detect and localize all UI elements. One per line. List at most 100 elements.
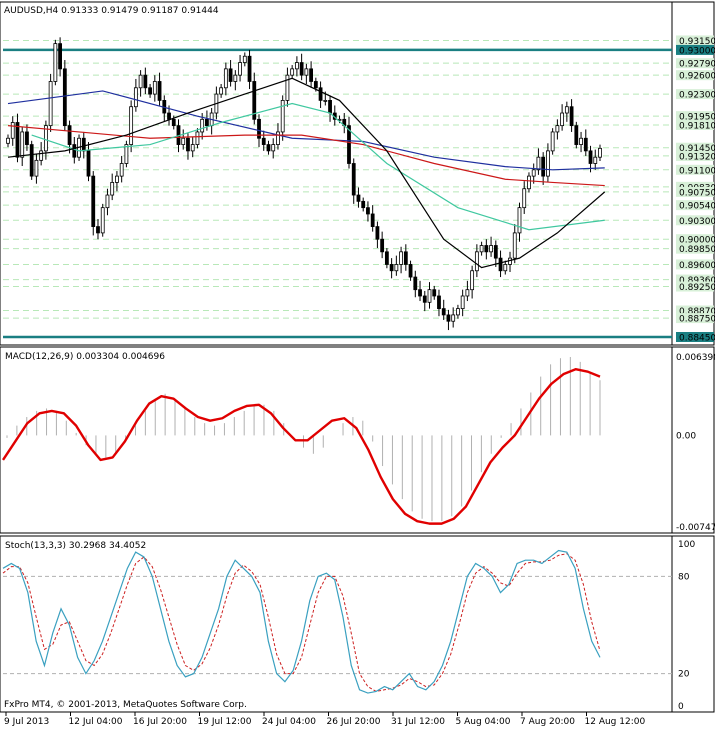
candle-up	[133, 87, 138, 108]
candle-up	[560, 112, 565, 127]
price-label-bg	[676, 305, 714, 316]
candle-up	[451, 314, 456, 322]
stoch-frame	[0, 535, 715, 713]
candle-up	[285, 74, 290, 101]
candle-up	[48, 81, 53, 127]
price-label-bg	[676, 332, 714, 342]
candle-down	[356, 194, 361, 202]
candle-down	[205, 118, 209, 127]
candle	[522, 181, 527, 214]
candle	[129, 100, 134, 153]
candle-down	[422, 295, 427, 303]
macd-label: 0.00	[676, 431, 696, 441]
candle-down	[72, 144, 77, 158]
time-label: 7 Aug 20:00	[520, 717, 575, 727]
candle-down	[361, 200, 366, 209]
candle-up	[474, 251, 479, 272]
price-label: 0.89250	[679, 283, 715, 293]
price-label-bg	[676, 259, 714, 270]
candle-up	[124, 144, 129, 164]
price-label: 0.91320	[679, 152, 715, 162]
candle	[96, 219, 100, 240]
candle-down	[569, 106, 574, 127]
candle	[48, 73, 53, 132]
candle	[138, 70, 143, 97]
candle	[489, 236, 493, 257]
candle	[148, 83, 152, 98]
candle	[261, 130, 266, 151]
candle-down	[91, 175, 96, 227]
candle	[456, 304, 460, 319]
moving-average-line	[7, 90, 605, 171]
candle-up	[238, 62, 242, 76]
moving-average-line	[7, 77, 606, 269]
time-axis: 9 Jul 2013 12 Jul 04:00 16 Jul 20:00 19 Jul…	[4, 712, 645, 727]
candle	[91, 171, 96, 236]
candle-down	[247, 55, 252, 82]
candle	[266, 140, 271, 155]
candle	[115, 171, 119, 192]
candle-up	[465, 289, 470, 297]
candle	[465, 280, 470, 302]
candle	[432, 285, 437, 300]
macd-signal-line	[1, 368, 601, 525]
candle	[375, 221, 380, 249]
candle-up	[427, 289, 432, 303]
candle-up	[6, 137, 10, 144]
candle	[356, 187, 361, 208]
candle-down	[318, 87, 323, 101]
candle	[564, 101, 569, 122]
candle-up	[531, 169, 536, 177]
price-label-bg	[676, 200, 714, 211]
candle-up	[527, 175, 531, 190]
candle	[546, 143, 550, 183]
candle	[384, 248, 389, 269]
price-label-bg	[676, 234, 714, 245]
candle	[441, 299, 446, 320]
candle-up	[460, 295, 465, 310]
price-label-bg	[676, 111, 714, 122]
candle	[361, 197, 366, 212]
candle	[422, 290, 427, 312]
candle	[470, 265, 475, 299]
candle-down	[432, 289, 437, 297]
price-label-bg	[676, 89, 714, 100]
candle-down	[370, 213, 375, 227]
candle-up	[43, 125, 48, 152]
candle-up	[323, 100, 328, 102]
candle-down	[441, 308, 446, 316]
candle	[29, 140, 34, 180]
candle-down	[313, 81, 318, 89]
candle-up	[181, 137, 186, 145]
price-label-bg	[676, 243, 714, 254]
macd-label: 0.006398	[676, 353, 715, 363]
candle	[579, 131, 583, 153]
candle-down	[389, 264, 394, 272]
candle	[503, 260, 508, 275]
candle	[484, 239, 489, 260]
candle-up	[470, 270, 475, 291]
candle-down	[408, 264, 413, 278]
candle-down	[583, 137, 588, 152]
candle-up	[200, 118, 205, 133]
candle-down	[574, 125, 579, 145]
candle-down	[96, 226, 100, 234]
price-label: 0.92600	[679, 72, 715, 82]
price-label: 0.91950	[679, 113, 715, 123]
candle-down	[148, 87, 152, 95]
macd-title: MACD(12,26,9) 0.003304 0.004696	[5, 352, 165, 362]
candle	[394, 255, 399, 276]
candle-up	[53, 43, 58, 82]
candle	[15, 113, 20, 163]
candle-down	[171, 118, 176, 127]
price-label: 0.91100	[679, 166, 715, 176]
price-label: 0.90000	[679, 236, 715, 246]
candle-up	[598, 147, 602, 158]
candle	[598, 144, 602, 161]
candle	[527, 172, 531, 193]
candle	[389, 258, 394, 279]
candle-down	[252, 81, 257, 120]
time-label: 16 Jul 20:00	[133, 717, 187, 727]
